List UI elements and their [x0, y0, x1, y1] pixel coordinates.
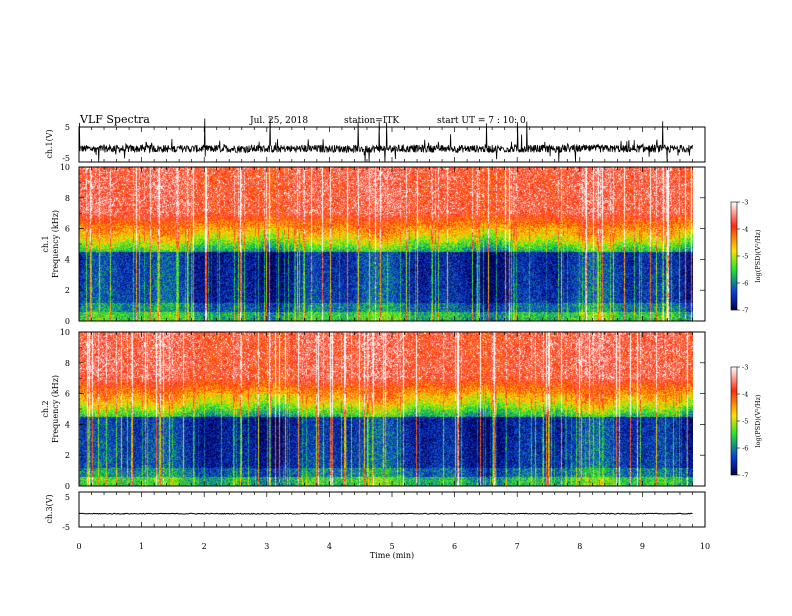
ch3-waveform-ticks — [78, 492, 706, 527]
ch1-waveform-panel: 5 -5 ch.1(V) — [45, 117, 706, 163]
ch2-colorbar: -3 -4 -5 -6 -7 log(PSD)(V²/Hz) — [730, 364, 762, 480]
time-tick-label: 6 — [452, 542, 457, 551]
ch1-spectrogram-panel: 0 2 4 6 8 10 ch.1 Frequency (kHz) — [41, 163, 706, 326]
ch1-ytick-bottom: -5 — [62, 154, 70, 163]
ch3-ytick-top: 5 — [65, 493, 70, 502]
ch1-colorbar: -3 -4 -5 -6 -7 log(PSD)(V²/Hz) — [730, 199, 762, 315]
date-label: Jul. 25, 2018 — [249, 116, 308, 126]
frequency-tick-label: 10 — [60, 328, 70, 337]
ch1-frequency-tick-labels: 0 2 4 6 8 10 — [60, 163, 705, 326]
colorbar-tick-label: -4 — [742, 226, 748, 234]
frequency-tick-label: 8 — [65, 359, 70, 368]
time-tick-label: 5 — [389, 542, 394, 551]
time-axis-label: Time (min) — [370, 551, 414, 560]
time-tick-label: 10 — [700, 542, 710, 551]
ch1-colorbar-gradient — [730, 201, 738, 311]
colorbar-tick-label: -5 — [742, 253, 748, 261]
ch1-waveform-ylabel: ch.1(V) — [45, 129, 54, 158]
ch1-waveform-ticks — [78, 127, 706, 162]
frequency-tick-label: 0 — [65, 482, 70, 491]
frequency-tick-label: 2 — [65, 451, 70, 460]
frequency-tick-label: 4 — [65, 420, 70, 429]
start-time-label: start UT = 7 : 10: 0 — [437, 116, 526, 126]
colorbar-tick-label: -4 — [742, 391, 748, 399]
colorbar-tick-label: -5 — [742, 418, 748, 426]
frequency-tick-label: 4 — [65, 255, 70, 264]
time-tick-label: 7 — [515, 542, 520, 551]
chart-title: VLF Spectra — [79, 113, 150, 126]
colorbar-tick-label: -6 — [742, 280, 748, 288]
time-axis-tick-labels: 0 1 2 3 4 5 6 7 8 9 10 — [76, 542, 710, 551]
ch1-waveform-frame — [78, 126, 706, 163]
time-tick-label: 0 — [76, 542, 81, 551]
ch1-ytick-top: 5 — [65, 123, 70, 132]
time-tick-label: 9 — [640, 542, 645, 551]
ch1-spectrogram-ticks — [78, 167, 706, 321]
time-tick-label: 1 — [139, 542, 144, 551]
ch3-waveform-panel: 5 -5 ch.3(V) — [45, 491, 706, 532]
colorbar-tick-label: -7 — [742, 307, 748, 315]
ch3-ytick-bottom: -5 — [62, 523, 70, 532]
frequency-tick-label: 6 — [65, 390, 70, 399]
station-label: station=ITK — [344, 116, 399, 126]
colorbar-tick-label: -3 — [742, 199, 748, 207]
ch3-waveform-frame — [78, 491, 706, 528]
ch2-colorbar-gradient — [730, 366, 738, 476]
ch2-spectrogram-ylabel-channel: ch.2 — [41, 400, 50, 417]
ch3-waveform-ylabel: ch.3(V) — [45, 494, 54, 523]
ch2-colorbar-ticks: -3 -4 -5 -6 -7 — [737, 364, 748, 480]
time-tick-label: 4 — [327, 542, 332, 551]
ch1-spectrogram-image — [79, 167, 693, 321]
ch1-colorbar-ticks: -3 -4 -5 -6 -7 — [737, 199, 748, 315]
colorbar-tick-label: -7 — [742, 472, 748, 480]
time-tick-label: 2 — [202, 542, 207, 551]
ch1-spectrogram-ylabel-frequency: Frequency (kHz) — [51, 210, 60, 278]
time-tick-label: 8 — [577, 542, 582, 551]
colorbar-tick-label: -6 — [742, 445, 748, 453]
time-tick-label: 3 — [264, 542, 269, 551]
ch3-waveform-trace — [78, 512, 693, 515]
frequency-tick-label: 8 — [65, 194, 70, 203]
frequency-tick-label: 6 — [65, 225, 70, 234]
ch1-waveform-trace — [78, 117, 693, 163]
ch2-frequency-tick-labels: 0 2 4 6 8 10 — [60, 328, 705, 491]
ch1-spectrogram-ylabel-channel: ch.1 — [41, 235, 50, 252]
colorbar-tick-label: -3 — [742, 364, 748, 372]
ch2-colorbar-label: log(PSD)(V²/Hz) — [754, 394, 762, 447]
ch2-spectrogram-ylabel-frequency: Frequency (kHz) — [51, 375, 60, 443]
frequency-tick-label: 0 — [65, 317, 70, 326]
ch1-colorbar-label: log(PSD)(V²/Hz) — [754, 229, 762, 282]
ch2-spectrogram-image — [79, 332, 693, 486]
frequency-tick-label: 10 — [60, 163, 70, 172]
ch2-spectrogram-ticks — [78, 332, 706, 486]
ch2-spectrogram-panel: 0 2 4 6 8 10 ch.2 Frequency (kHz) — [41, 328, 706, 491]
frequency-tick-label: 2 — [65, 286, 70, 295]
